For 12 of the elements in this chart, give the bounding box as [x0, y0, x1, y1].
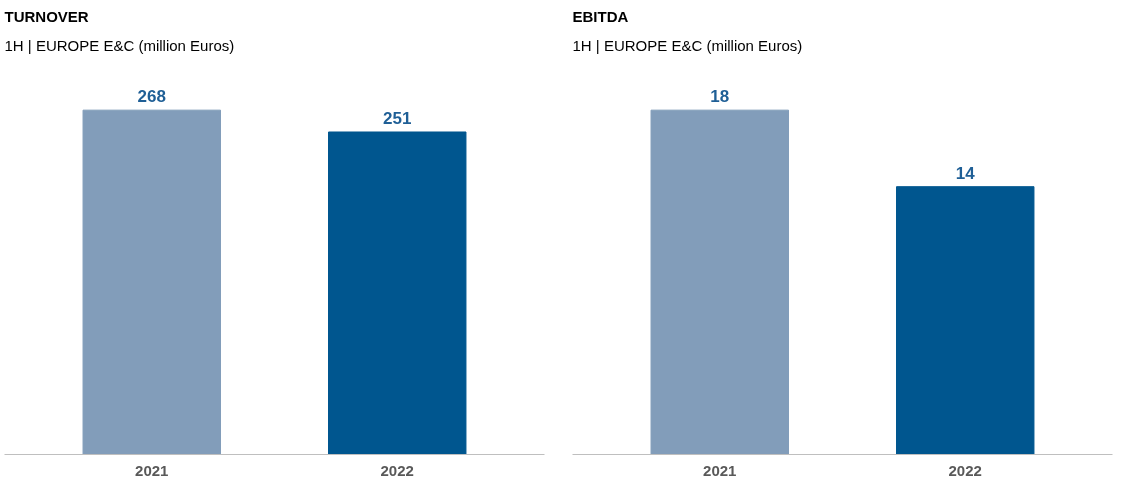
- x-tick-label: 2021: [135, 461, 169, 479]
- data-label: 14: [955, 163, 976, 183]
- data-label: 251: [383, 109, 412, 128]
- data-label: 268: [137, 87, 166, 107]
- data-label: 18: [710, 87, 730, 107]
- x-tick-label: 2021: [703, 461, 737, 479]
- chart-subtitle: 1H | EUROPE E&C (million Euros): [572, 36, 803, 54]
- chart-title: TURNOVER: [4, 7, 89, 25]
- chart-subtitle: 1H | EUROPE E&C (million Euros): [4, 36, 235, 54]
- x-tick-label: 2022: [380, 461, 414, 479]
- chart-title: EBITDA: [572, 7, 629, 25]
- x-tick-label: 2022: [948, 461, 982, 479]
